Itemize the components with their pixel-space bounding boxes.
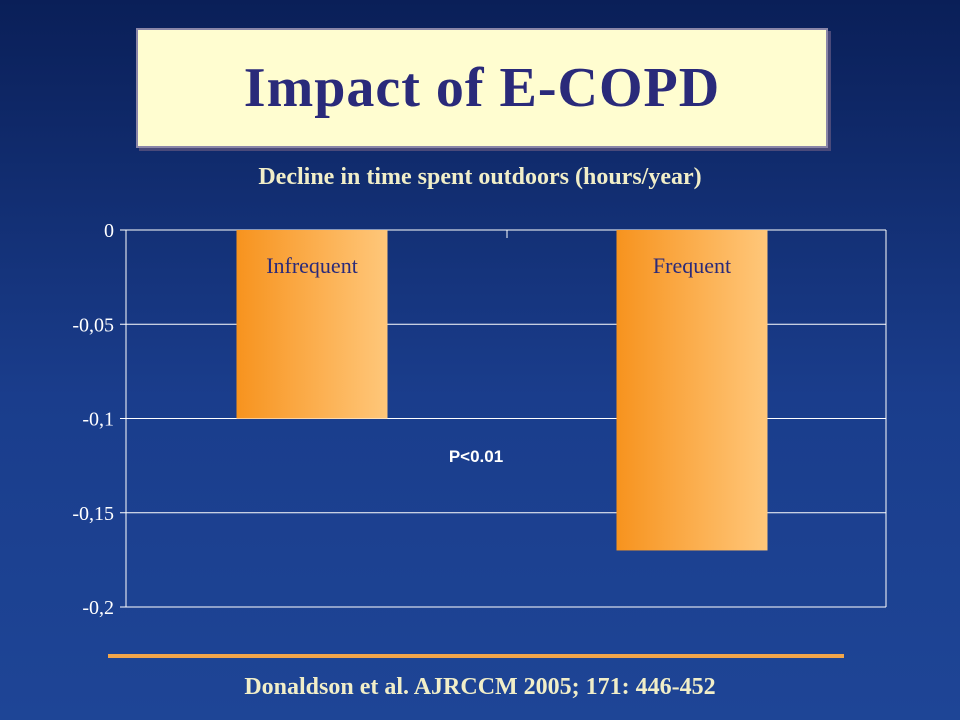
chart-title: Decline in time spent outdoors (hours/ye… <box>258 164 702 190</box>
y-tick-label: -0,1 <box>82 409 114 431</box>
y-tick-label: 0 <box>104 220 114 242</box>
bar-frequent <box>616 230 768 551</box>
bar-label-frequent: Frequent <box>653 253 731 278</box>
axis-layer: 0 -0,05 -0,1 -0,15 -0,2 <box>72 220 887 619</box>
citation: Donaldson et al. AJRCCM 2005; 171: 446-4… <box>244 674 716 700</box>
title-box: Impact of E-COPD <box>136 28 828 148</box>
bar-infrequent <box>236 230 388 419</box>
bar-layer: Infrequent Frequent <box>236 230 768 551</box>
slide-title: Impact of E-COPD <box>243 57 721 119</box>
bar-label-infrequent: Infrequent <box>266 253 358 278</box>
divider-line <box>108 654 844 658</box>
y-tick-label: -0,05 <box>72 314 114 336</box>
y-tick-label: -0,15 <box>72 503 114 525</box>
y-tick-label: -0,2 <box>82 597 114 619</box>
p-value-annotation: P<0.01 <box>449 447 503 466</box>
